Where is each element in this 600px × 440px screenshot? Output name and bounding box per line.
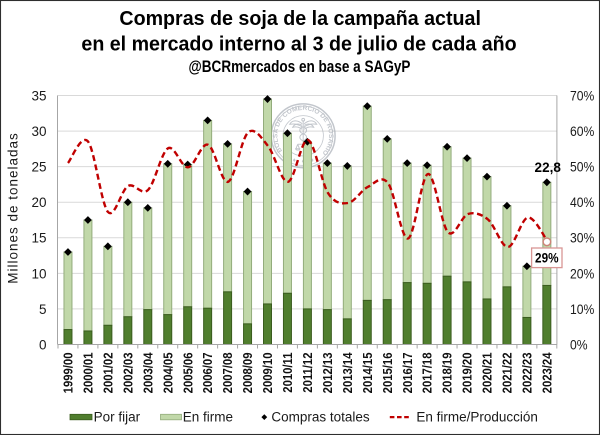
svg-text:2015/16: 2015/16 xyxy=(380,352,395,393)
svg-text:40%: 40% xyxy=(570,194,594,210)
svg-text:2019/20: 2019/20 xyxy=(460,352,475,393)
svg-text:15: 15 xyxy=(31,231,46,246)
svg-text:Compras totales: Compras totales xyxy=(271,409,370,424)
svg-text:2010/11: 2010/11 xyxy=(280,352,295,392)
svg-text:2021/22: 2021/22 xyxy=(500,352,515,393)
svg-text:2007/08: 2007/08 xyxy=(220,352,235,393)
svg-text:10%: 10% xyxy=(570,301,594,317)
svg-text:2016/17: 2016/17 xyxy=(400,352,415,393)
svg-text:2008/09: 2008/09 xyxy=(240,352,255,393)
svg-text:20%: 20% xyxy=(570,266,594,282)
svg-text:2012/13: 2012/13 xyxy=(320,352,335,393)
svg-text:2001/02: 2001/02 xyxy=(101,352,116,393)
svg-text:2013/14: 2013/14 xyxy=(340,352,355,393)
svg-text:2020/21: 2020/21 xyxy=(480,352,495,393)
svg-text:22,8: 22,8 xyxy=(535,160,562,175)
svg-text:2006/07: 2006/07 xyxy=(201,352,216,393)
svg-text:5: 5 xyxy=(39,302,47,317)
svg-text:10: 10 xyxy=(31,266,46,281)
svg-text:2000/01: 2000/01 xyxy=(81,352,96,393)
svg-text:2003/04: 2003/04 xyxy=(141,352,156,393)
svg-text:2017/18: 2017/18 xyxy=(420,352,435,393)
svg-text:2004/05: 2004/05 xyxy=(161,352,176,393)
svg-text:25: 25 xyxy=(31,160,46,175)
svg-text:Millones de toneladas: Millones de toneladas xyxy=(6,132,21,284)
svg-text:1999/00: 1999/00 xyxy=(61,352,76,393)
svg-text:60%: 60% xyxy=(570,123,594,139)
svg-text:Compras de soja de la campaña: Compras de soja de la campaña actual xyxy=(119,8,481,30)
svg-text:2002/03: 2002/03 xyxy=(121,352,136,393)
svg-text:2022/23: 2022/23 xyxy=(520,352,535,393)
svg-text:en el mercado interno al 3 de: en el mercado interno al 3 de julio de c… xyxy=(81,33,516,55)
svg-text:20: 20 xyxy=(31,195,46,210)
svg-text:@BCRmercados en base a SAGyP: @BCRmercados en base a SAGyP xyxy=(189,58,411,77)
svg-text:Por fijar: Por fijar xyxy=(94,409,141,424)
svg-text:2014/15: 2014/15 xyxy=(360,352,375,393)
svg-text:0: 0 xyxy=(39,337,47,352)
svg-text:35: 35 xyxy=(31,88,46,103)
svg-text:2009/10: 2009/10 xyxy=(260,352,275,393)
svg-text:2018/19: 2018/19 xyxy=(440,352,455,393)
svg-text:En firme: En firme xyxy=(183,409,233,424)
svg-text:30%: 30% xyxy=(570,230,594,246)
svg-text:0%: 0% xyxy=(570,337,588,353)
svg-text:70%: 70% xyxy=(570,88,594,104)
svg-text:2011/12: 2011/12 xyxy=(300,352,315,392)
svg-text:2023/24: 2023/24 xyxy=(540,352,555,393)
svg-text:50%: 50% xyxy=(570,159,594,175)
svg-text:2005/06: 2005/06 xyxy=(181,352,196,393)
svg-text:30: 30 xyxy=(31,124,46,139)
svg-text:En firme/Producción: En firme/Producción xyxy=(416,409,538,424)
svg-text:29%: 29% xyxy=(535,251,558,266)
